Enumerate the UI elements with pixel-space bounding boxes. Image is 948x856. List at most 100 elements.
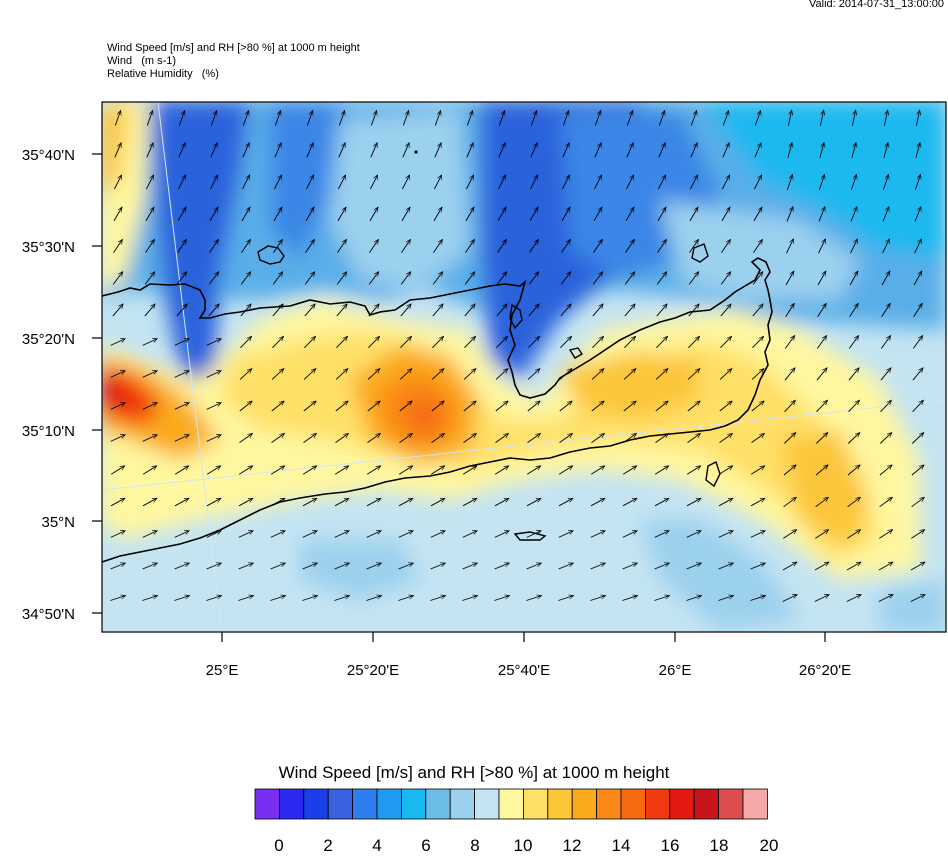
wind-arrow — [591, 369, 604, 380]
colorbar-swatch — [376, 788, 402, 820]
wind-arrow — [594, 111, 600, 126]
wind-arrow — [851, 142, 856, 158]
wind-arrow — [463, 401, 476, 412]
wind-arrow — [721, 175, 731, 190]
wind-arrow — [718, 497, 733, 507]
wind-arrow — [656, 272, 667, 285]
wind-arrow — [400, 304, 411, 317]
wind-arrow — [719, 433, 733, 443]
wind-arrow — [787, 142, 792, 158]
lon-label: 26°20'E — [799, 662, 851, 679]
wind-arrow — [846, 562, 861, 571]
wind-arrow — [815, 465, 828, 476]
wind-arrow — [434, 143, 442, 158]
lon-labels: 25°E 25°20'E 25°40'E 26°E 26°20'E — [206, 662, 851, 679]
wind-arrow — [911, 433, 924, 444]
wind-arrow — [174, 370, 190, 378]
field-gold-east-2 — [780, 430, 870, 550]
wind-arrow — [305, 175, 315, 190]
wind-arrow — [110, 530, 125, 538]
wind-arrow — [270, 530, 285, 538]
wind-arrow — [177, 239, 187, 253]
wind-arrow — [497, 239, 507, 253]
wind-arrow — [145, 239, 155, 253]
wind-arrow — [690, 143, 698, 158]
map-area — [101, 101, 947, 633]
wind-arrow — [465, 207, 474, 222]
wind-arrow — [334, 530, 349, 538]
wind-arrow — [369, 175, 379, 190]
wind-arrow — [880, 400, 892, 413]
wind-arrow — [431, 369, 444, 380]
wind-arrow — [719, 369, 732, 380]
wind-arrow — [430, 563, 446, 570]
wind-arrow — [686, 466, 701, 475]
coastline-bay — [509, 303, 523, 330]
wind-arrow — [174, 402, 190, 410]
wind-arrow — [110, 596, 125, 601]
wind-arrow — [144, 304, 155, 317]
wind-arrow — [816, 400, 828, 413]
wind-arrow — [176, 304, 187, 317]
wind-arrow — [590, 497, 605, 507]
wind-arrow — [174, 497, 189, 507]
wind-arrow — [146, 143, 154, 158]
wind-arrow — [112, 304, 123, 317]
wind-arrow — [530, 111, 536, 126]
wind-arrow — [530, 143, 538, 158]
wind-arrow — [142, 338, 158, 346]
lat-axis — [92, 153, 102, 614]
wind-arrow — [626, 111, 632, 126]
coastline-south-islet — [513, 531, 547, 541]
coastline-east-islet — [705, 461, 721, 488]
wind-arrow — [270, 563, 286, 570]
wind-arrow — [815, 433, 828, 444]
wind-arrow — [559, 433, 573, 443]
wind-arrow — [527, 401, 540, 412]
wind-arrow — [430, 596, 445, 601]
wind-arrow — [239, 369, 252, 380]
wind-arrow — [688, 304, 699, 317]
coastline-dionysades — [691, 243, 709, 263]
field-red-central-core — [405, 395, 445, 435]
wind-arrow — [561, 239, 571, 253]
wind-arrow — [718, 466, 733, 475]
lat-label: 35°40'N — [22, 147, 75, 164]
wind-arrow — [721, 239, 731, 253]
wind-arrow — [174, 530, 189, 538]
colorbar-label: 16 — [660, 836, 680, 855]
wind-arrow — [335, 401, 348, 412]
wind-arrow — [303, 369, 316, 380]
wind-arrow — [238, 497, 253, 507]
field-pale-blue-south — [640, 520, 800, 630]
wind-arrow — [625, 207, 634, 222]
wind-arrow — [687, 369, 700, 380]
title-line-2: Wind (m s-1) — [107, 55, 177, 67]
wind-arrow — [625, 239, 635, 253]
wind-arrow — [206, 497, 221, 507]
colorbar-swatch — [718, 788, 744, 820]
colorbar-label: 2 — [323, 836, 333, 855]
meridian-line — [157, 102, 223, 632]
wind-arrow — [302, 466, 317, 475]
wind-arrow — [495, 369, 508, 380]
wind-arrow — [142, 434, 158, 442]
wind-arrow — [719, 401, 732, 412]
wind-arrow — [142, 596, 157, 601]
wind-arrow — [591, 433, 605, 443]
wind-arrow — [142, 563, 158, 570]
colorbar-swatch — [571, 788, 598, 820]
wind-arrow — [783, 465, 796, 476]
wind-arrow — [752, 304, 763, 317]
wind-arrow — [558, 466, 573, 475]
wind-arrow — [786, 207, 793, 222]
wind-arrow — [495, 401, 508, 412]
coastline-dia-island — [257, 245, 285, 265]
wind-arrow — [782, 562, 797, 571]
wind-arrow — [847, 530, 860, 539]
wind-arrow — [622, 466, 637, 475]
wind-arrow — [434, 111, 440, 126]
wind-arrow — [305, 239, 315, 253]
wind-arrow — [817, 303, 827, 317]
wind-arrow — [847, 433, 860, 444]
